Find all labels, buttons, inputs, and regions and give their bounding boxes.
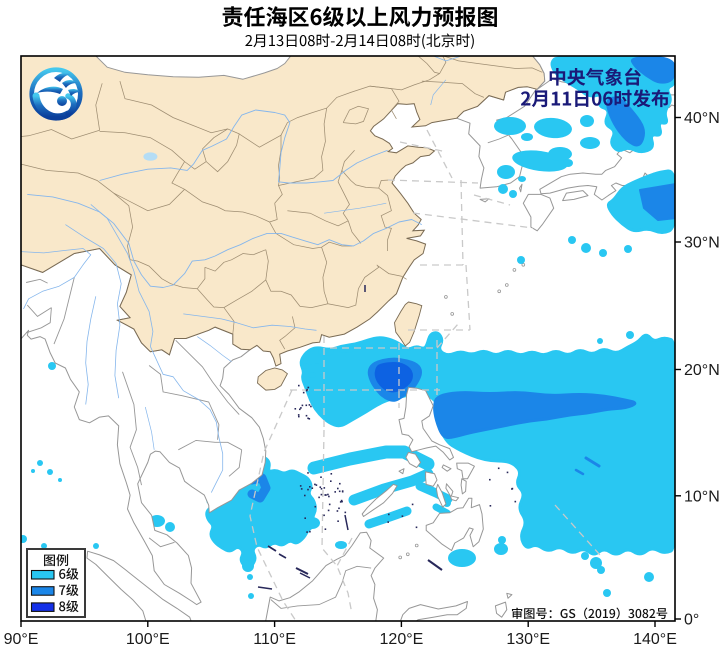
svg-text:0°: 0°: [684, 612, 699, 629]
svg-text:40°N: 40°N: [684, 110, 720, 127]
svg-text:100°E: 100°E: [126, 631, 170, 648]
svg-text:20°N: 20°N: [684, 362, 720, 379]
svg-text:30°N: 30°N: [684, 235, 720, 252]
svg-text:90°E: 90°E: [4, 631, 39, 648]
svg-text:120°E: 120°E: [380, 631, 424, 648]
svg-text:130°E: 130°E: [506, 631, 550, 648]
svg-text:110°E: 110°E: [253, 631, 296, 648]
svg-text:10°N: 10°N: [684, 488, 720, 505]
svg-text:140°E: 140°E: [633, 631, 677, 648]
